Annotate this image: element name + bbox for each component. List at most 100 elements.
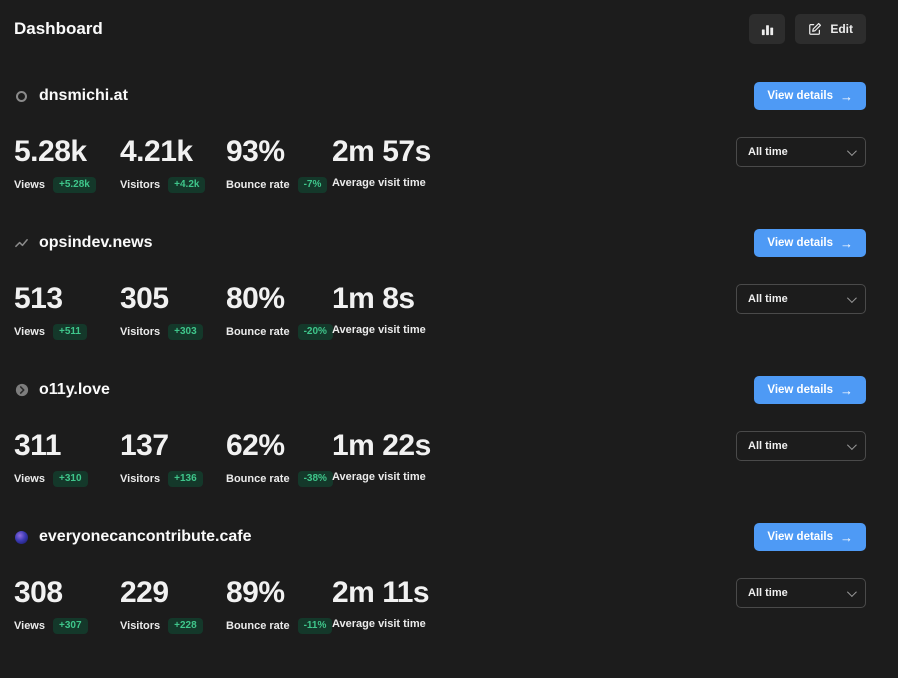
view-details-button[interactable]: View details → (754, 229, 866, 257)
stat-bounce-rate: 80% Bounce rate -20% (226, 282, 333, 340)
stat-bounce-rate: 93% Bounce rate -7% (226, 136, 332, 193)
stat-average-visit-time: 1m 8s Average visit time (332, 283, 426, 340)
stat-value: 311 (14, 429, 61, 462)
change-badge: +4.2k (168, 177, 206, 193)
time-range-value: All time (748, 146, 788, 158)
globe-icon (14, 530, 29, 545)
time-range-select[interactable]: All time (736, 431, 866, 461)
view-details-label: View details (767, 90, 833, 102)
stat-label: Views (14, 620, 45, 632)
change-badge: +303 (168, 324, 203, 340)
stat-label: Bounce rate (226, 473, 290, 485)
bar-chart-icon (760, 22, 775, 37)
stat-views: 308 Views +307 (14, 577, 120, 634)
arrow-right-icon: → (840, 382, 853, 398)
view-details-label: View details (767, 384, 833, 396)
stat-label: Average visit time (332, 177, 426, 189)
stat-label: Bounce rate (226, 179, 290, 191)
site-name: everyonecancontribute.cafe (39, 528, 252, 545)
stat-visitors: 137 Visitors +136 (120, 430, 226, 487)
site-section-o11y: o11y.love View details → 311 Views +310 … (0, 352, 898, 499)
site-section-everyonecancontribute: everyonecancontribute.cafe View details … (0, 499, 898, 646)
stat-label: Average visit time (332, 324, 426, 336)
change-badge: -7% (297, 177, 328, 193)
stat-bounce-rate: 62% Bounce rate -38% (226, 430, 333, 487)
stat-visitors: 4.21k Visitors +4.2k (120, 136, 226, 193)
stat-value: 5.28k (14, 135, 87, 168)
time-range-select[interactable]: All time (736, 578, 866, 608)
change-badge: +310 (53, 471, 88, 487)
stat-label: Visitors (120, 620, 161, 632)
stat-value: 1m 8s (332, 282, 415, 315)
site-header: everyonecancontribute.cafe View details … (14, 523, 866, 551)
view-details-label: View details (767, 237, 833, 249)
stat-views: 5.28k Views +5.28k (14, 136, 120, 193)
site-body: 311 Views +310 137 Visitors +136 62% (14, 430, 866, 487)
time-range-value: All time (748, 293, 788, 305)
chevron-down-icon (846, 439, 857, 450)
site-name: opsindev.news (39, 234, 153, 251)
stat-label: Average visit time (332, 618, 426, 630)
change-badge: -11% (297, 618, 333, 634)
stat-value: 2m 57s (332, 135, 431, 168)
site-section-dnsmichi: dnsmichi.at View details → 5.28k Views +… (0, 58, 898, 205)
stat-value: 2m 11s (332, 576, 430, 609)
stats-row: 513 Views +511 305 Visitors +303 80% (14, 283, 736, 340)
stat-value: 308 (14, 576, 63, 609)
sparkline-icon (14, 236, 29, 251)
site-name: dnsmichi.at (39, 87, 128, 104)
view-details-button[interactable]: View details → (754, 376, 866, 404)
arrow-right-icon: → (840, 235, 853, 251)
stat-value: 1m 22s (332, 429, 431, 462)
stat-value: 137 (120, 429, 169, 462)
stat-label: Visitors (120, 326, 161, 338)
ring-icon (14, 89, 29, 104)
site-body: 513 Views +511 305 Visitors +303 80% (14, 283, 866, 340)
stat-value: 4.21k (120, 135, 193, 168)
view-details-label: View details (767, 531, 833, 543)
stat-value: 93% (226, 135, 285, 168)
stat-label: Views (14, 326, 45, 338)
stat-label: Average visit time (332, 471, 426, 483)
stats-row: 308 Views +307 229 Visitors +228 89% (14, 577, 736, 634)
stat-value: 513 (14, 282, 63, 315)
edit-button[interactable]: Edit (795, 14, 866, 44)
site-name: o11y.love (39, 381, 110, 398)
stat-value: 229 (120, 576, 169, 609)
chart-view-button[interactable] (749, 14, 786, 44)
stat-bounce-rate: 89% Bounce rate -11% (226, 577, 333, 634)
stat-value: 80% (226, 282, 285, 315)
edit-icon (808, 22, 822, 36)
stat-label: Visitors (120, 179, 161, 191)
stat-average-visit-time: 2m 11s Average visit time (332, 576, 430, 634)
change-badge: -20% (297, 324, 333, 340)
view-details-button[interactable]: View details → (754, 523, 866, 551)
stat-visitors: 305 Visitors +303 (120, 283, 226, 340)
chevron-down-icon (846, 586, 857, 597)
change-badge: +228 (168, 618, 203, 634)
site-header: dnsmichi.at View details → (14, 82, 866, 110)
stat-views: 311 Views +310 (14, 430, 120, 487)
arrow-right-icon: → (840, 88, 853, 104)
stat-label: Views (14, 473, 45, 485)
site-body: 5.28k Views +5.28k 4.21k Visitors +4.2k … (14, 136, 866, 193)
site-section-opsindev: opsindev.news View details → 513 Views +… (0, 205, 898, 352)
time-range-select[interactable]: All time (736, 137, 866, 167)
stats-row: 5.28k Views +5.28k 4.21k Visitors +4.2k … (14, 136, 736, 193)
change-badge: +511 (53, 324, 87, 340)
arrow-right-icon: → (840, 529, 853, 545)
time-range-value: All time (748, 440, 788, 452)
stats-row: 311 Views +310 137 Visitors +136 62% (14, 430, 736, 487)
change-badge: +307 (53, 618, 88, 634)
stat-label: Bounce rate (226, 620, 290, 632)
view-details-button[interactable]: View details → (754, 82, 866, 110)
header-actions: Edit (749, 14, 866, 44)
header: Dashboard Edit (0, 0, 898, 58)
stat-value: 305 (120, 282, 169, 315)
stat-label: Visitors (120, 473, 161, 485)
time-range-select[interactable]: All time (736, 284, 866, 314)
stat-label: Views (14, 179, 45, 191)
change-badge: -38% (297, 471, 333, 487)
change-badge: +5.28k (53, 177, 96, 193)
change-badge: +136 (168, 471, 203, 487)
